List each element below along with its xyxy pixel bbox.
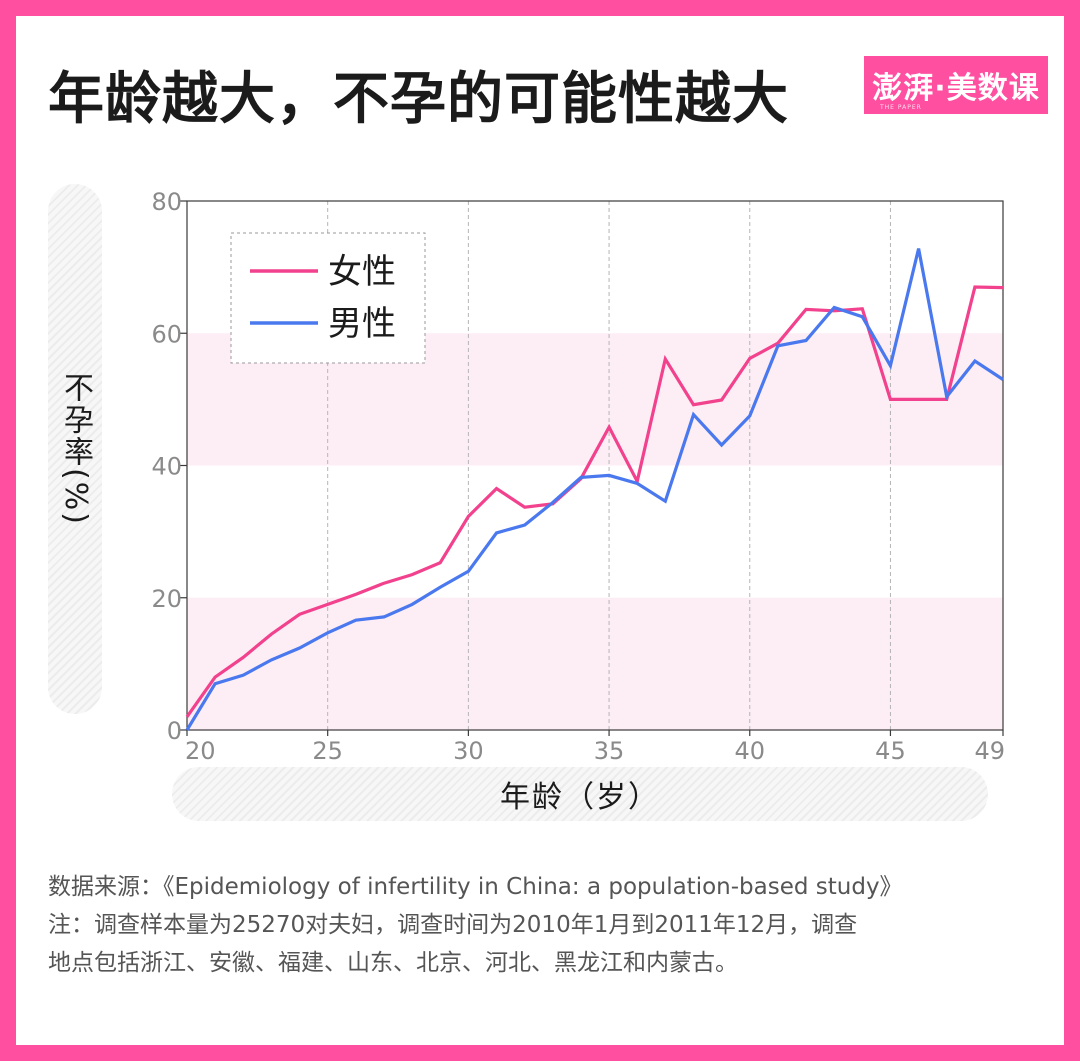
source-line: 数据来源：《Epidemiology of infertility in Chi… bbox=[48, 874, 903, 900]
x-tick-label: 45 bbox=[875, 737, 906, 765]
x-tick-label: 49 bbox=[974, 737, 1005, 765]
x-tick-label: 25 bbox=[312, 737, 343, 765]
source-notes: 数据来源：《Epidemiology of infertility in Chi… bbox=[48, 868, 903, 982]
brand-logo-text: 澎湃·美数课 bbox=[872, 71, 1040, 106]
y-axis-label-background bbox=[48, 184, 102, 714]
y-tick-label: 20 bbox=[151, 585, 182, 613]
y-tick-label: 80 bbox=[151, 188, 182, 216]
note-line: 注：调查样本量为25270对夫妇，调查时间为2010年1月到2011年12月，调… bbox=[48, 912, 858, 938]
brand-logo: 澎湃·美数课 THE PAPER bbox=[864, 56, 1048, 114]
y-tick-label: 40 bbox=[151, 453, 182, 481]
legend-box bbox=[230, 232, 426, 364]
x-tick-label: 20 bbox=[185, 737, 216, 765]
x-tick-label: 40 bbox=[734, 737, 765, 765]
x-tick-label: 35 bbox=[594, 737, 625, 765]
y-tick-label: 0 bbox=[167, 717, 182, 745]
x-axis-label: 年龄（岁） bbox=[500, 780, 660, 815]
y-tick-label: 60 bbox=[151, 320, 182, 348]
note-line: 地点包括浙江、安徽、福建、山东、北京、河北、黑龙江和内蒙古。 bbox=[48, 950, 738, 976]
legend-label: 男性 bbox=[328, 304, 396, 344]
y-axis-label: 不孕率(%) bbox=[58, 372, 93, 526]
legend-label: 女性 bbox=[328, 252, 396, 292]
series-line bbox=[185, 248, 1004, 731]
x-axis-label-background: 年龄（岁） bbox=[172, 767, 988, 821]
y-axis-label-box: 不孕率(%) bbox=[48, 184, 102, 714]
brand-logo-subtext: THE PAPER bbox=[880, 104, 922, 111]
page-title: 年龄越大，不孕的可能性越大 bbox=[48, 67, 789, 132]
x-tick-label: 30 bbox=[453, 737, 484, 765]
shaded-band bbox=[187, 597, 1003, 730]
